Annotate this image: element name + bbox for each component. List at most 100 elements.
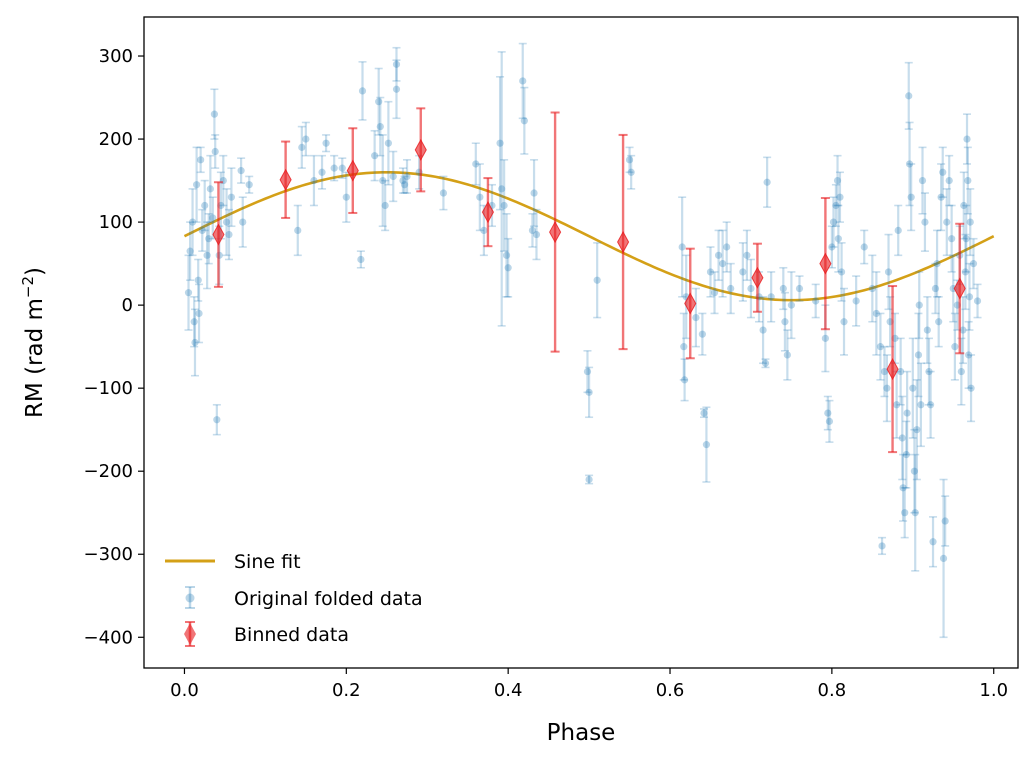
- original-data-point: [530, 159, 539, 228]
- original-marker: [680, 343, 688, 351]
- original-data-point: [779, 266, 788, 311]
- original-marker: [957, 367, 965, 376]
- binned-marker: [481, 201, 495, 224]
- original-data-point: [370, 129, 379, 182]
- original-data-point: [882, 354, 891, 423]
- original-data-point: [904, 61, 913, 130]
- y-tick-label: −300: [84, 544, 133, 565]
- original-marker: [883, 384, 891, 392]
- original-data-point: [625, 146, 634, 174]
- original-marker: [194, 276, 202, 284]
- original-marker: [381, 201, 389, 210]
- original-marker: [911, 509, 919, 517]
- original-data-point: [903, 370, 912, 456]
- original-data-point: [915, 271, 924, 340]
- original-marker: [872, 309, 880, 318]
- original-marker: [625, 156, 634, 164]
- original-data-point: [211, 134, 220, 169]
- original-marker: [905, 160, 914, 168]
- original-data-point: [186, 221, 195, 282]
- original-data-point: [831, 183, 840, 228]
- original-data-point: [356, 250, 365, 269]
- y-tick-label: −200: [84, 461, 133, 482]
- original-marker: [787, 301, 796, 309]
- original-data-point: [780, 291, 789, 352]
- original-marker: [583, 367, 592, 376]
- original-marker: [939, 554, 948, 562]
- x-tick-label: 0.8: [818, 680, 847, 701]
- binned-data-layer: [212, 107, 966, 454]
- original-marker: [824, 409, 832, 417]
- original-marker: [825, 417, 834, 425]
- original-marker: [929, 538, 937, 546]
- binned-marker: [414, 138, 427, 161]
- original-data-point: [929, 516, 938, 568]
- binned-data-point: [549, 111, 562, 353]
- original-data-point: [342, 171, 351, 223]
- original-marker: [876, 343, 885, 351]
- original-marker: [392, 85, 401, 93]
- original-data-point: [938, 146, 947, 198]
- original-data-point: [896, 337, 905, 406]
- original-marker: [832, 201, 840, 210]
- original-data-point: [471, 142, 480, 186]
- original-data-point: [593, 242, 602, 319]
- original-data-point: [962, 204, 971, 273]
- original-data-point: [389, 150, 398, 203]
- original-data-point: [475, 163, 484, 232]
- original-marker: [821, 334, 829, 342]
- original-data-point: [198, 208, 207, 252]
- original-marker: [781, 318, 789, 326]
- original-data-point: [898, 395, 907, 481]
- original-marker: [520, 117, 528, 125]
- original-data-point: [698, 312, 707, 356]
- original-data-point: [203, 221, 212, 290]
- original-marker: [702, 441, 711, 449]
- binned-data-point: [617, 133, 630, 351]
- original-data-point: [190, 296, 199, 348]
- y-tick-label: −400: [84, 627, 133, 648]
- original-marker: [376, 123, 384, 131]
- original-data-point: [795, 275, 804, 302]
- original-marker: [193, 181, 201, 189]
- original-data-point: [502, 212, 511, 298]
- y-tick-label: −100: [84, 378, 133, 399]
- original-data-point: [293, 204, 302, 257]
- y-tick-label: 100: [99, 212, 133, 233]
- original-marker: [973, 297, 982, 305]
- original-data-point: [742, 229, 751, 282]
- original-data-point: [358, 61, 367, 121]
- original-marker: [965, 293, 974, 301]
- original-marker: [960, 201, 968, 210]
- binned-marker: [751, 266, 764, 289]
- binned-marker: [886, 358, 899, 381]
- legend-entry-sine-fit: Sine fit: [234, 551, 301, 573]
- binned-marker: [549, 221, 562, 244]
- original-data-point: [973, 283, 982, 319]
- legend-binned-marker: [184, 623, 196, 645]
- original-data-point: [318, 154, 327, 190]
- original-data-point: [400, 175, 409, 194]
- original-data-point: [487, 183, 496, 228]
- binned-data-point: [346, 127, 359, 214]
- original-marker: [913, 426, 921, 434]
- original-data-point: [918, 146, 927, 215]
- original-marker: [519, 77, 527, 85]
- original-marker: [680, 376, 689, 384]
- binned-marker: [684, 292, 697, 315]
- original-marker: [210, 110, 219, 118]
- binned-data-point: [684, 247, 697, 360]
- original-data-point: [937, 163, 946, 232]
- original-marker: [375, 98, 383, 106]
- original-data-point: [825, 399, 834, 443]
- original-marker: [227, 193, 235, 201]
- original-marker: [965, 351, 973, 359]
- original-data-point: [500, 159, 509, 252]
- original-data-point: [190, 308, 199, 377]
- original-marker: [211, 147, 219, 156]
- original-marker: [937, 193, 945, 201]
- binned-data-point: [886, 285, 899, 454]
- original-data-point: [392, 46, 401, 82]
- original-marker: [969, 260, 978, 268]
